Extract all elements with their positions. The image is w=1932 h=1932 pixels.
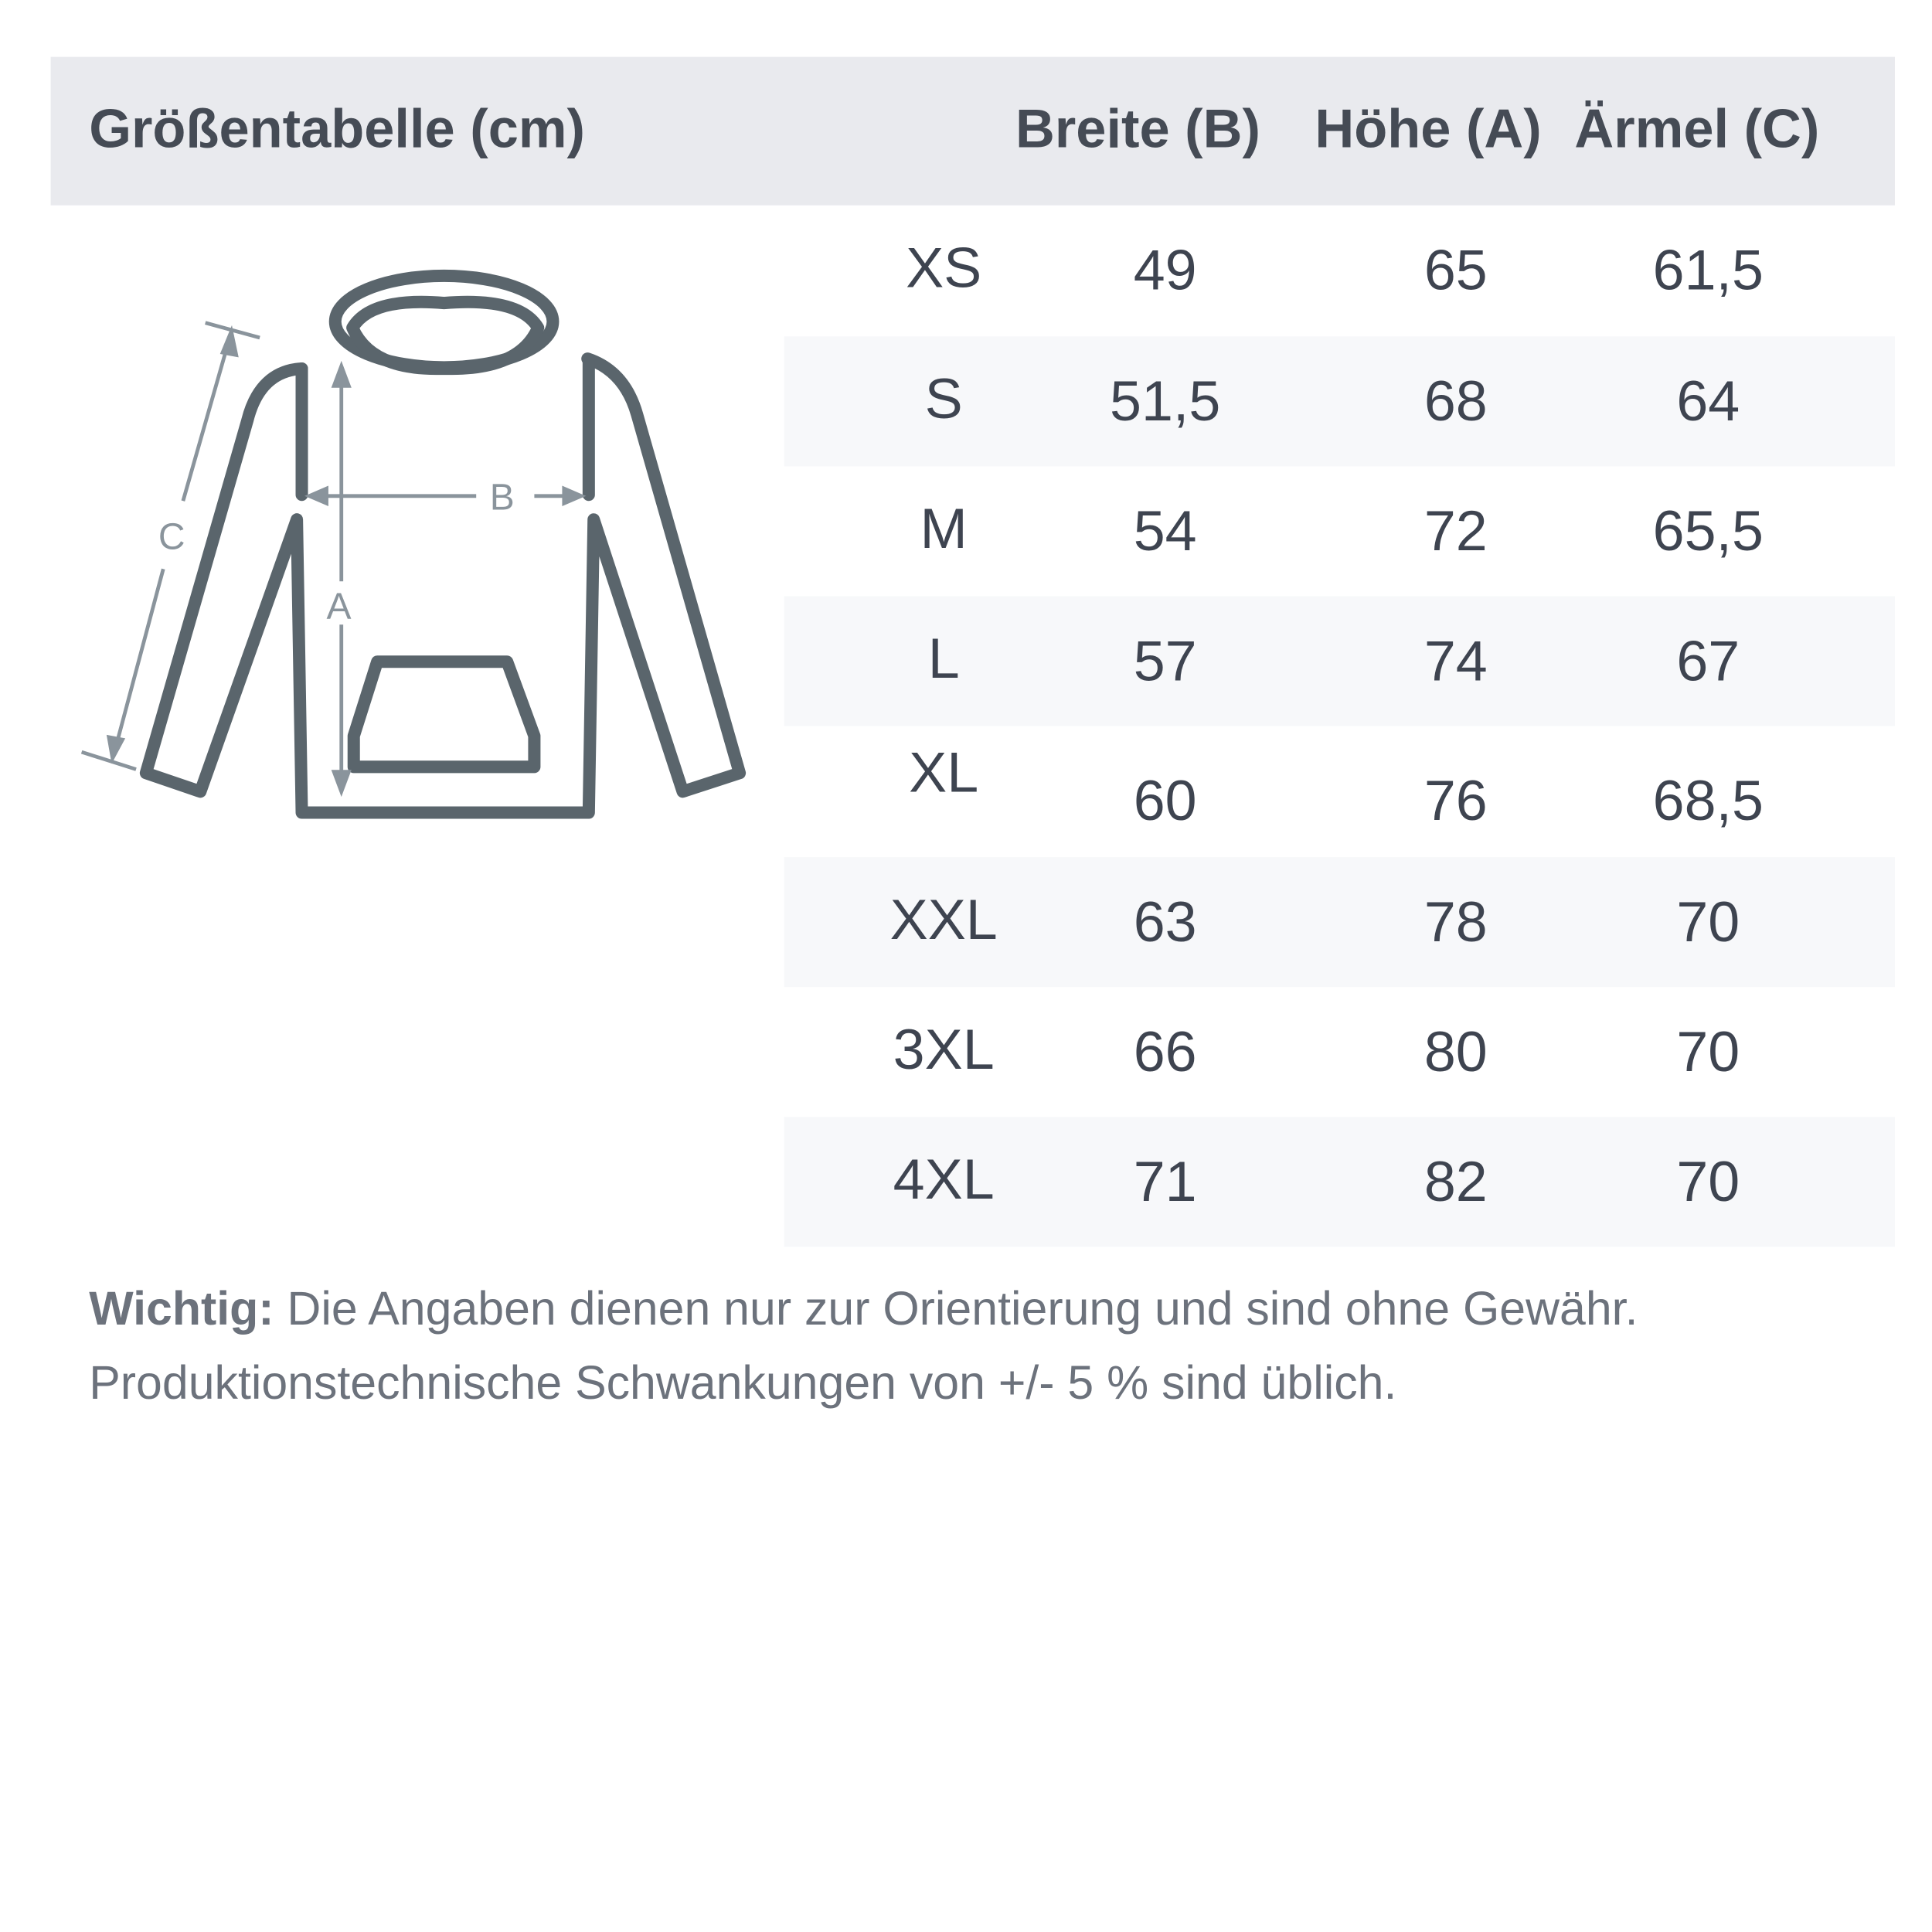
cell-breite: 60 bbox=[1133, 767, 1197, 833]
hoodie-hood-inner bbox=[346, 295, 545, 376]
hoodie-diagram: B A C bbox=[80, 269, 747, 819]
table-row: XS 49 65 61,5 bbox=[784, 206, 1895, 335]
cell-breite: 66 bbox=[1133, 1019, 1197, 1084]
table-row: XL 60 76 68,5 bbox=[784, 726, 1895, 855]
cell-hoehe: 65 bbox=[1423, 237, 1488, 302]
cell-breite: 51,5 bbox=[1110, 368, 1221, 434]
cell-hoehe: 78 bbox=[1423, 889, 1488, 954]
cell-size: XL bbox=[909, 740, 979, 804]
cell-hoehe: 72 bbox=[1423, 498, 1488, 563]
cell-aermel: 64 bbox=[1676, 368, 1740, 434]
cell-size: XXL bbox=[889, 886, 998, 951]
table-row: S 51,5 68 64 bbox=[784, 336, 1895, 467]
cell-breite: 63 bbox=[1133, 889, 1197, 954]
cell-aermel: 68,5 bbox=[1652, 767, 1764, 833]
label-b: B bbox=[490, 477, 515, 518]
label-a: A bbox=[327, 586, 352, 627]
cell-size: S bbox=[924, 366, 963, 430]
page-title: Größentabelle (cm) bbox=[89, 99, 585, 160]
label-c: C bbox=[158, 517, 185, 558]
cell-aermel: 67 bbox=[1676, 628, 1740, 693]
cell-aermel: 61,5 bbox=[1652, 237, 1764, 302]
column-header-hoehe: Höhe (A) bbox=[1315, 99, 1542, 160]
cell-breite: 49 bbox=[1133, 237, 1197, 302]
cell-hoehe: 82 bbox=[1423, 1148, 1488, 1214]
cell-hoehe: 76 bbox=[1423, 767, 1488, 833]
table-row: XXL 63 78 70 bbox=[784, 857, 1895, 988]
cell-breite: 54 bbox=[1133, 498, 1197, 563]
cell-breite: 71 bbox=[1133, 1148, 1197, 1214]
cell-hoehe: 74 bbox=[1423, 628, 1488, 693]
hoodie-body-outline bbox=[139, 352, 747, 819]
cell-size: M bbox=[920, 495, 968, 561]
table-header: Größentabelle (cm) Breite (B) Höhe (A) Ä… bbox=[50, 56, 1895, 206]
cell-size: XS bbox=[906, 235, 982, 300]
cell-aermel: 70 bbox=[1676, 1148, 1740, 1214]
note-line-1: Wichtig: Die Angaben dienen nur zur Orie… bbox=[89, 1284, 1638, 1337]
cell-breite: 57 bbox=[1133, 628, 1197, 693]
cell-size: 3XL bbox=[893, 1016, 995, 1081]
note-line-2: Produktionstechnische Schwankungen von +… bbox=[89, 1358, 1397, 1410]
note-text-1: Die Angaben dienen nur zur Orientierung … bbox=[274, 1284, 1638, 1336]
cell-size: L bbox=[927, 625, 960, 691]
cell-aermel: 70 bbox=[1676, 889, 1740, 954]
cell-hoehe: 68 bbox=[1423, 368, 1488, 434]
cell-aermel: 65,5 bbox=[1652, 498, 1764, 563]
table-row: M 54 72 65,5 bbox=[784, 466, 1895, 596]
cell-aermel: 70 bbox=[1676, 1019, 1740, 1084]
hoodie-pocket bbox=[347, 655, 541, 774]
cell-hoehe: 80 bbox=[1423, 1019, 1488, 1084]
column-header-breite: Breite (B) bbox=[1015, 99, 1260, 160]
cell-size: 4XL bbox=[893, 1146, 995, 1211]
table-row: 3XL 66 80 70 bbox=[784, 987, 1895, 1117]
column-header-aermel: Ärmel (C) bbox=[1574, 99, 1820, 160]
table-row: 4XL 71 82 70 bbox=[784, 1117, 1895, 1247]
note-label: Wichtig: bbox=[89, 1284, 274, 1336]
table-row: L 57 74 67 bbox=[784, 596, 1895, 726]
